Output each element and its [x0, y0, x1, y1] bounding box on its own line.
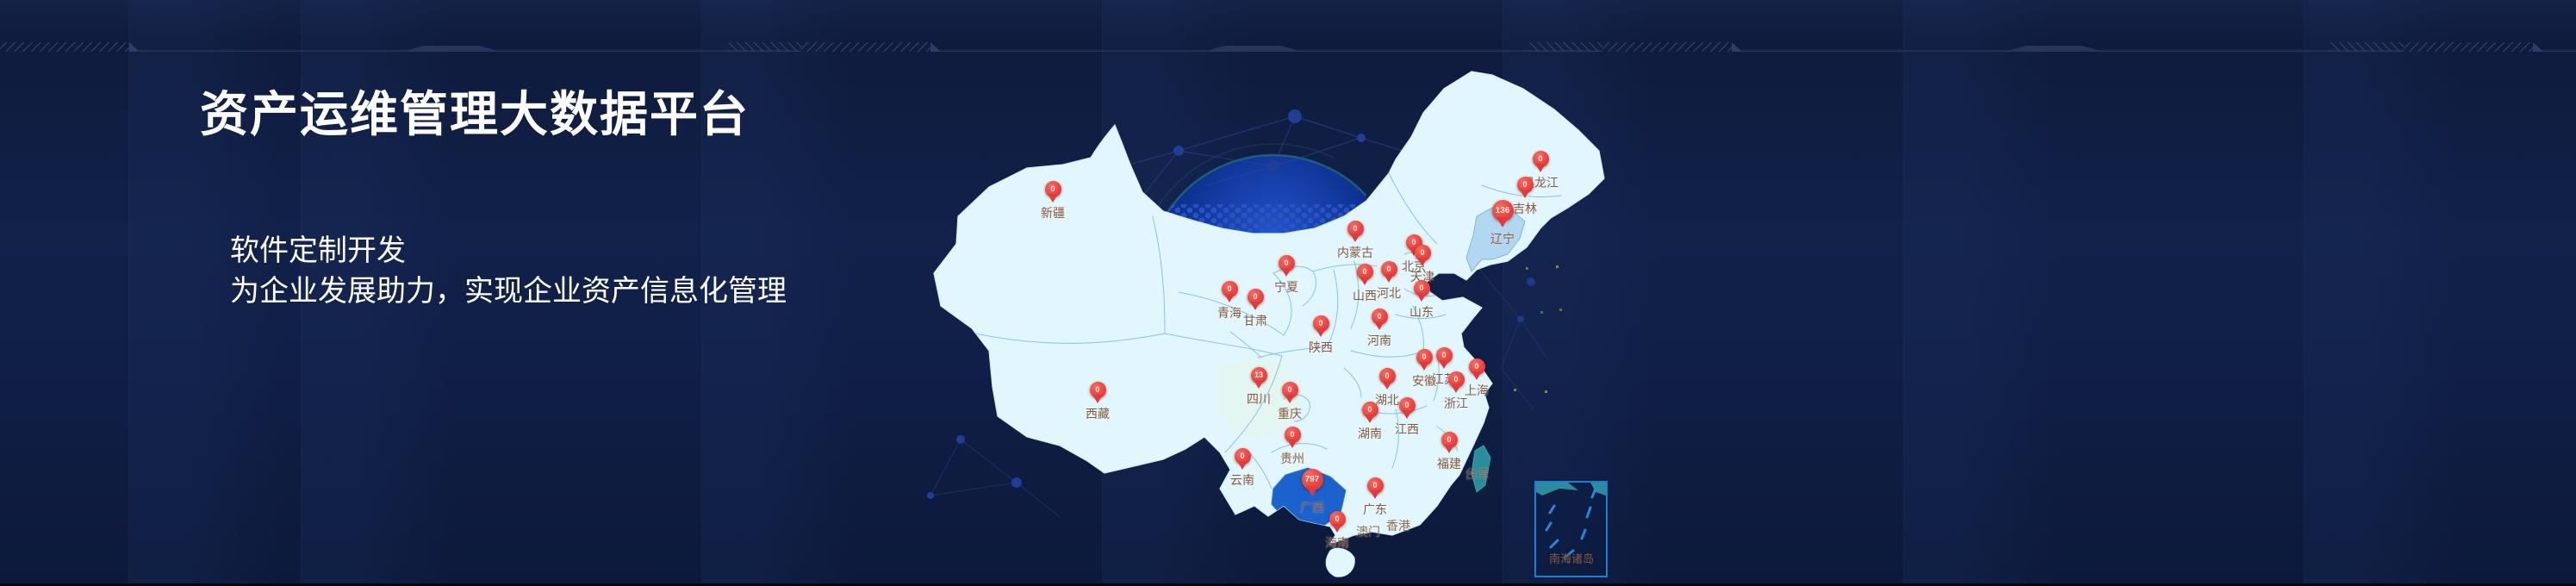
marker-pin-icon[interactable]: 0: [1371, 309, 1388, 325]
subtitle-line1: 软件定制开发: [230, 235, 406, 267]
province-label: 上海: [1465, 383, 1489, 397]
marker-pin-icon[interactable]: 0: [1278, 255, 1295, 271]
province-label: 广西: [1300, 501, 1324, 514]
marker-pin-icon[interactable]: 0: [1398, 397, 1416, 414]
province-label: 河南: [1367, 334, 1391, 347]
province-label: 山西: [1353, 289, 1377, 302]
province-sichuan-shape[interactable]: [1218, 358, 1303, 440]
province-label: 海南: [1325, 536, 1349, 550]
china-map-svg: [927, 71, 1608, 577]
star-specks: [1514, 265, 1562, 393]
province-label: 西藏: [1086, 407, 1110, 421]
hainan-island-shape[interactable]: [1325, 547, 1355, 577]
province-label: 内蒙古: [1337, 246, 1373, 259]
province-label: 浙江: [1444, 396, 1468, 410]
marker-pin-icon[interactable]: 0: [1413, 280, 1430, 296]
marker-pin-icon[interactable]: 0: [1328, 511, 1346, 527]
subtitle-line2: 为企业发展助力，实现企业资产信息化管理: [230, 276, 787, 308]
marker-pin-icon[interactable]: 0: [1380, 261, 1397, 277]
marker-pin-icon[interactable]: 0: [1416, 349, 1433, 365]
marker-pin-icon[interactable]: 0: [1414, 245, 1431, 261]
south-sea-inset: [1534, 481, 1608, 577]
marker-pin-icon[interactable]: 0: [1281, 382, 1298, 398]
province-label: 四川: [1247, 392, 1271, 406]
province-label: 湖北: [1375, 393, 1399, 407]
marker-pin-icon[interactable]: 0: [1378, 368, 1396, 384]
marker-pin-icon[interactable]: 0: [1284, 427, 1301, 443]
marker-pin-icon[interactable]: 0: [1044, 181, 1061, 197]
province-label: 天津: [1410, 270, 1434, 284]
tech-divider-pattern: [0, 40, 2576, 55]
marker-pin-icon[interactable]: 0: [1089, 382, 1106, 398]
marker-pin-icon[interactable]: 0: [1247, 289, 1264, 305]
page-title: 资产运维管理大数据平台: [200, 87, 750, 141]
province-label: 贵州: [1280, 452, 1304, 465]
province-label: 河北: [1377, 286, 1401, 300]
marker-pin-icon[interactable]: 0: [1532, 151, 1549, 167]
marker-pin-icon[interactable]: 0: [1234, 448, 1251, 464]
province-label: 台湾: [1465, 467, 1489, 481]
province-label: 湖南: [1358, 427, 1382, 440]
tech-divider-bar: [0, 40, 2576, 55]
province-label: 宁夏: [1274, 280, 1298, 294]
marker-pin-icon[interactable]: 797: [1301, 469, 1323, 490]
marker-pin-icon[interactable]: 0: [1447, 371, 1465, 388]
map-markers: 0 新疆 0 西藏 0 青海 0 甘肃 0 宁夏 0 内蒙古 0 陕西 13 四川 0 重庆 0 云南 0 贵州 797 广西…: [879, 47, 1620, 586]
province-label: 山东: [1409, 305, 1434, 319]
marker-pin-icon[interactable]: 0: [1347, 221, 1364, 237]
province-label: 广东: [1363, 502, 1387, 516]
province-label: 香港: [1386, 519, 1410, 533]
south-sea-inset-label: 南海诸岛: [1548, 552, 1595, 565]
marker-pin-icon[interactable]: 136: [1491, 200, 1514, 221]
taiwan-island-shape[interactable]: [1471, 445, 1491, 493]
province-label: 辽宁: [1490, 232, 1515, 246]
province-label: 重庆: [1278, 407, 1302, 421]
marker-pin-icon[interactable]: 0: [1468, 358, 1485, 375]
province-label: 新疆: [1041, 206, 1065, 220]
province-label: 云南: [1230, 473, 1254, 487]
province-label: 澳门: [1356, 525, 1380, 539]
marker-pin-icon[interactable]: 0: [1221, 281, 1238, 297]
province-label: 安徽: [1412, 374, 1436, 388]
bottom-edge: [0, 583, 2576, 586]
china-mainland-shape: [933, 71, 1605, 545]
province-label: 青海: [1217, 306, 1241, 320]
marker-pin-icon[interactable]: 0: [1356, 264, 1373, 280]
province-label: 吉林: [1513, 202, 1537, 215]
page-subtitle: 软件定制开发为企业发展助力，实现企业资产信息化管理: [230, 231, 787, 312]
province-label: 陕西: [1309, 340, 1333, 354]
china-map[interactable]: 0 新疆 0 西藏 0 青海 0 甘肃 0 宁夏 0 内蒙古 0 陕西 13 四川 0 重庆 0 云南 0 贵州 797 广西…: [879, 47, 1620, 586]
province-label: 江西: [1395, 422, 1419, 436]
province-label: 甘肃: [1243, 314, 1267, 327]
marker-pin-icon[interactable]: 0: [1312, 315, 1329, 332]
marker-pin-icon[interactable]: 0: [1435, 347, 1453, 364]
marker-pin-icon[interactable]: 0: [1366, 477, 1384, 494]
header-band: [0, 0, 2576, 40]
province-label: 福建: [1437, 457, 1461, 471]
marker-pin-icon[interactable]: 0: [1361, 402, 1378, 418]
marker-pin-icon[interactable]: 13: [1250, 367, 1267, 383]
marker-pin-icon[interactable]: 0: [1516, 177, 1534, 193]
marker-pin-icon[interactable]: 0: [1440, 432, 1458, 448]
